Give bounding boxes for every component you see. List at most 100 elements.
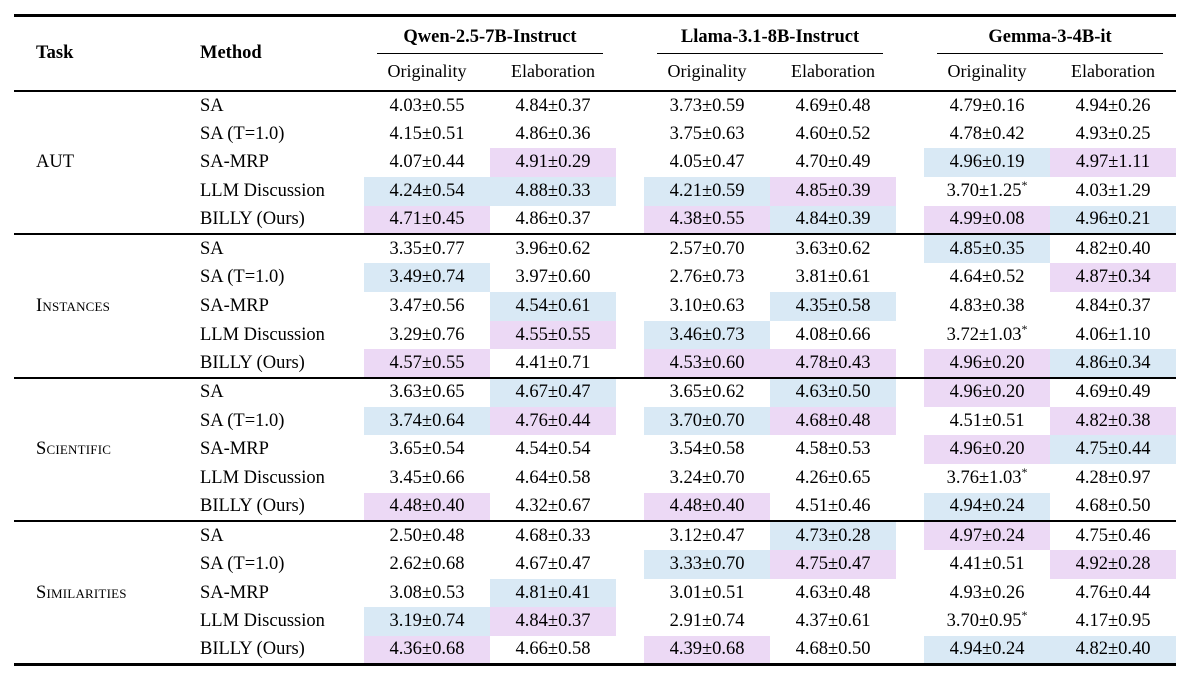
method-label: BILLY (Ours) [200, 209, 305, 230]
value-cell: 4.05±0.47 [669, 152, 745, 173]
column-spacer [616, 493, 644, 522]
column-spacer [616, 521, 644, 550]
table-row: BILLY (Ours) 4.36±0.68 4.66±0.58 4.39±0.68 4… [14, 636, 1177, 665]
value-cell: 4.76±0.44 [490, 406, 617, 436]
value-cell: 4.79±0.16 [949, 95, 1025, 116]
column-spacer [616, 435, 644, 464]
value-cell: 4.41±0.71 [515, 352, 591, 373]
value-cell: 4.67±0.47 [515, 554, 591, 575]
value-cell: 3.45±0.66 [389, 468, 465, 489]
value-cell: 4.70±0.49 [795, 152, 871, 173]
value-cell: 3.81±0.61 [795, 267, 871, 288]
method-label: SA (T=1.0) [200, 554, 285, 575]
table-row: BILLY (Ours) 4.57±0.55 4.41±0.71 4.53±0.60 4… [14, 349, 1177, 378]
table-row: SA (T=1.0) 3.49±0.74 3.97±0.60 2.76±0.73 3.8… [14, 263, 1177, 292]
value-cell: 4.28±0.97 [1075, 468, 1151, 489]
method-label: LLM Discussion [200, 181, 325, 202]
value-cell: 4.88±0.33 [490, 177, 617, 206]
column-spacer [896, 636, 924, 665]
column-spacer [616, 16, 644, 92]
table-row: SA-MRP 3.47±0.56 4.54±0.61 3.10±0.63 4.35±0.… [14, 291, 1176, 321]
value-cell: 3.70±1.25* [946, 178, 1028, 202]
column-spacer [616, 607, 644, 636]
value-cell: 3.46±0.73 [644, 320, 771, 350]
value-cell: 2.57±0.70 [669, 239, 745, 260]
value-cell: 4.08±0.66 [795, 324, 871, 345]
column-spacer [896, 263, 924, 292]
task-block-aut: AUT SA 4.03±0.55 4.84±0.37 3.73±0.59 4.69±0.4… [14, 91, 1177, 235]
value-cell: 4.68±0.33 [515, 525, 591, 546]
value-cell: 4.91±0.29 [490, 148, 617, 178]
value-cell: 3.35±0.77 [389, 239, 465, 260]
value-cell: 4.03±0.55 [389, 95, 465, 116]
value-cell: 4.58±0.53 [795, 439, 871, 460]
value-cell: 3.65±0.54 [389, 439, 465, 460]
value-cell: 4.99±0.08 [924, 205, 1051, 235]
value-cell: 4.84±0.37 [1075, 295, 1151, 316]
table-row: SA-MRP 3.08±0.53 4.81±0.41 3.01±0.51 4.63±0.… [14, 578, 1176, 608]
column-spacer [616, 292, 644, 321]
column-spacer [616, 321, 644, 350]
value-cell: 4.84±0.37 [490, 607, 617, 637]
column-spacer [616, 148, 644, 177]
value-cell: 4.69±0.49 [1075, 382, 1151, 403]
value-cell: 3.47±0.56 [389, 295, 465, 316]
value-cell: 4.73±0.28 [770, 521, 897, 550]
value-cell: 4.57±0.55 [364, 349, 490, 378]
method-label: SA [200, 525, 224, 546]
value-cell: 4.63±0.48 [795, 582, 871, 603]
metric-header-elaboration: Elaboration [1071, 61, 1156, 81]
value-cell: 4.68±0.48 [770, 406, 897, 436]
value-cell: 3.63±0.65 [389, 382, 465, 403]
results-table: Task Method Qwen-2.5-7B-Instruct Llama-3… [14, 14, 1177, 667]
model-name-qwen: Qwen-2.5-7B-Instruct [377, 17, 604, 54]
value-cell: 4.86±0.34 [1050, 349, 1177, 378]
value-cell: 4.78±0.42 [949, 123, 1025, 144]
value-cell: 4.26±0.65 [795, 468, 871, 489]
column-spacer [616, 120, 644, 149]
metric-header-originality: Originality [947, 61, 1027, 81]
model-group-header-row: Task Method Qwen-2.5-7B-Instruct Llama-3… [14, 16, 1176, 63]
value-cell: 4.67±0.47 [490, 377, 617, 407]
model-name-llama: Llama-3.1-8B-Instruct [657, 17, 884, 54]
table-row: BILLY (Ours) 4.71±0.45 4.86±0.37 4.38±0.55 4… [14, 205, 1177, 235]
significance-star: * [1021, 321, 1028, 336]
column-spacer [896, 321, 924, 350]
value-cell: 4.03±1.29 [1075, 181, 1151, 202]
value-cell: 4.75±0.46 [1075, 525, 1151, 546]
column-spacer [616, 91, 644, 120]
value-cell: 4.54±0.61 [490, 291, 617, 321]
method-label: SA (T=1.0) [200, 267, 285, 288]
column-spacer [616, 464, 644, 493]
value-cell: 3.01±0.51 [669, 582, 745, 603]
value-cell: 3.76±1.03* [946, 464, 1028, 489]
model-group-header-llama: Llama-3.1-8B-Instruct [644, 16, 896, 54]
value-cell: 4.86±0.36 [515, 123, 591, 144]
value-cell: 3.72±1.03* [946, 321, 1028, 345]
column-spacer [896, 234, 924, 263]
value-cell: 4.60±0.52 [795, 123, 871, 144]
method-label: SA (T=1.0) [200, 123, 285, 144]
table-row: SA (T=1.0) 3.74±0.64 4.76±0.44 3.70±0.70 4.6… [14, 406, 1177, 436]
method-label: SA (T=1.0) [200, 410, 285, 431]
value-cell: 2.50±0.48 [389, 525, 465, 546]
value-cell: 4.54±0.54 [515, 439, 591, 460]
model-group-header-qwen: Qwen-2.5-7B-Instruct [364, 16, 616, 54]
table-row: Instances SA 3.35±0.77 3.96±0.62 2.57±0.70 3.… [14, 234, 1176, 315]
model-group-header-gemma: Gemma-3-4B-it [924, 16, 1176, 54]
method-label: LLM Discussion [200, 611, 325, 632]
value-cell: 4.07±0.44 [389, 152, 465, 173]
value-cell: 4.83±0.38 [949, 295, 1025, 316]
method-label: BILLY (Ours) [200, 639, 305, 660]
value-cell: 4.76±0.44 [1075, 582, 1151, 603]
value-cell: 4.96±0.21 [1050, 205, 1177, 235]
column-spacer [896, 464, 924, 493]
column-spacer [896, 550, 924, 579]
task-block-instances: Instances SA 3.35±0.77 3.96±0.62 2.57±0.70 3.… [14, 234, 1177, 378]
method-label: SA-MRP [200, 439, 269, 460]
value-cell: 4.68±0.50 [1075, 496, 1151, 517]
value-cell: 3.73±0.59 [669, 95, 745, 116]
value-cell: 4.39±0.68 [644, 636, 771, 665]
table-row: Similarities SA 2.50±0.48 4.68±0.33 3.12±0.4… [14, 521, 1176, 602]
method-label: LLM Discussion [200, 468, 325, 489]
